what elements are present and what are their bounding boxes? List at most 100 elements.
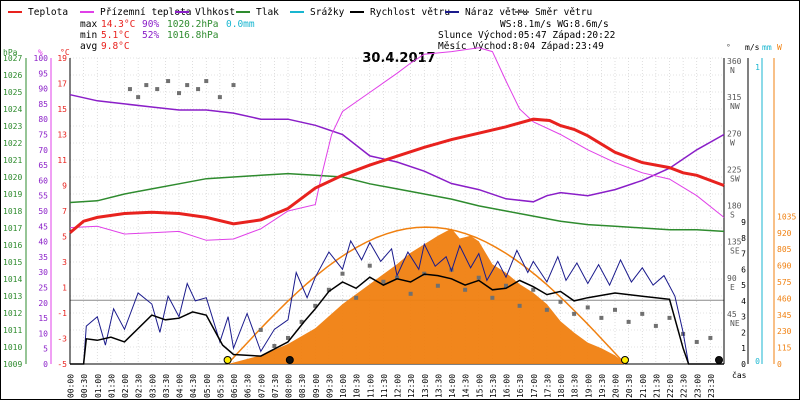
x-tick-label: 11:30 [380, 374, 389, 398]
series-pressure-line [69, 172, 725, 233]
tick-direction-deg: 315 [727, 93, 742, 102]
tick-temp: 5 [62, 233, 67, 242]
tick-wind: 0 [741, 360, 746, 369]
x-tick-label: 18:00 [557, 374, 566, 398]
x-tick-label: 19:30 [598, 374, 607, 398]
tick-solar: 345 [777, 311, 792, 320]
x-tick-label: 12:00 [394, 374, 403, 398]
tick-wind: 5 [741, 281, 746, 290]
x-tick-label: 06:00 [230, 374, 239, 398]
wind-direction-point [476, 275, 481, 280]
wind-direction-point [504, 283, 508, 288]
x-tick-label: 15:30 [489, 374, 498, 398]
stat-sun-line: Slunce Východ:05:47 Západ:20:22 [438, 30, 615, 41]
wind-direction-point [463, 287, 468, 292]
tick-humidity: 55 [38, 192, 48, 201]
tick-direction-name: N [730, 66, 735, 75]
tick-direction-deg: 270 [727, 129, 742, 138]
x-tick-label: 21:00 [639, 374, 648, 398]
tick-humidity: 20 [38, 299, 48, 308]
legend-label-prizemni: Přízemní teplota [100, 7, 192, 18]
stats-block: max 14.3°C 90% 1020.2hPa 0.0mm min 5.1°C… [80, 19, 615, 52]
stat-min-temp: 5.1°C [101, 30, 130, 41]
wind-direction-point [613, 307, 617, 312]
axis-title-solar: W [777, 43, 782, 52]
x-tick-label: 17:30 [543, 374, 552, 398]
wind-direction-point [490, 295, 495, 300]
x-tick-label: 20:30 [625, 374, 634, 398]
axis-title-humidity: % [38, 48, 43, 57]
plot-area [69, 47, 725, 365]
x-tick-label: 05:00 [203, 374, 212, 398]
x-tick-label: 03:30 [162, 374, 171, 398]
tick-humidity: 50 [38, 207, 48, 216]
wind-direction-point [340, 271, 345, 276]
series-temp-line [69, 117, 725, 234]
tick-pressure: 1013 [3, 292, 22, 301]
wind-direction-point [544, 307, 549, 312]
x-tick-label: 22:00 [666, 374, 675, 398]
wind-direction-point [708, 335, 713, 340]
tick-pressure: 1024 [3, 105, 22, 114]
wind-direction-point [136, 95, 141, 100]
wind-direction-point [408, 291, 413, 296]
tick-pressure: 1011 [3, 326, 22, 335]
sunset-marker [620, 356, 629, 364]
sun-arc [227, 226, 626, 365]
tick-pressure: 1014 [3, 275, 22, 284]
tick-wind: 7 [741, 250, 746, 259]
tick-humidity: 25 [38, 284, 48, 293]
x-tick-label: 04:30 [189, 374, 198, 398]
x-tick-label: 08:00 [285, 374, 294, 398]
series-gust-line [70, 239, 724, 365]
chart-legend: Teplota Přízemní teplota Vlhkost Tlak Srážky… [8, 7, 592, 18]
tick-direction-deg: 225 [727, 165, 742, 174]
tick-humidity: 65 [38, 161, 48, 170]
x-tick-label: 21:30 [652, 374, 661, 398]
tick-temp: -1 [57, 309, 67, 318]
tick-humidity: 40 [38, 238, 48, 247]
wind-direction-point [144, 83, 149, 88]
tick-pressure: 1009 [3, 360, 22, 369]
stat-max-rain: 0.0mm [226, 19, 255, 30]
moonset-marker [715, 356, 724, 364]
x-tick-label: 07:00 [257, 374, 266, 398]
tick-humidity: 45 [38, 222, 48, 231]
tick-direction-name: SW [730, 174, 740, 183]
stat-wind-line: WS:8.1m/s WG:8.6m/s [500, 19, 609, 30]
tick-rain-max: 1 [755, 63, 760, 72]
x-tick-label: 06:30 [244, 374, 253, 398]
legend-label-vlhkost: Vlhkost [195, 7, 235, 18]
tick-direction-deg: 180 [727, 202, 742, 211]
x-tick-label: 03:00 [148, 374, 157, 398]
x-tick-label: 08:30 [298, 374, 307, 398]
wind-direction-point [166, 79, 171, 84]
tick-solar: 230 [777, 327, 792, 336]
wind-direction-point [258, 327, 263, 332]
tick-humidity: 5 [43, 345, 48, 354]
tick-humidity: 35 [38, 253, 48, 262]
wind-direction-point [231, 83, 236, 88]
tick-pressure: 1012 [3, 309, 22, 318]
tick-wind: 3 [741, 313, 746, 322]
wind-direction-point [313, 303, 318, 308]
wind-direction-point [395, 275, 399, 280]
wind-direction-point [517, 303, 522, 308]
tick-solar: 1035 [777, 212, 796, 221]
tick-solar: 115 [777, 344, 792, 353]
tick-pressure: 1021 [3, 156, 22, 165]
tick-humidity: 75 [38, 131, 48, 140]
tick-temp: 1 [62, 284, 67, 293]
stat-min-pressure: 1016.8hPa [167, 30, 218, 41]
x-tick-label: 20:00 [612, 374, 621, 398]
x-tick-label: 15:00 [475, 374, 484, 398]
x-axis-title: čas [732, 370, 747, 380]
x-tick-label: 14:30 [462, 374, 471, 398]
wind-direction-point [531, 287, 536, 292]
wind-direction-point [558, 299, 563, 304]
series-surface-temp-line [69, 47, 725, 241]
wind-direction-point [299, 319, 304, 324]
x-tick-label: 18:30 [571, 374, 580, 398]
series-wind-speed-line [70, 273, 724, 365]
tick-direction-deg: 135 [727, 238, 742, 247]
